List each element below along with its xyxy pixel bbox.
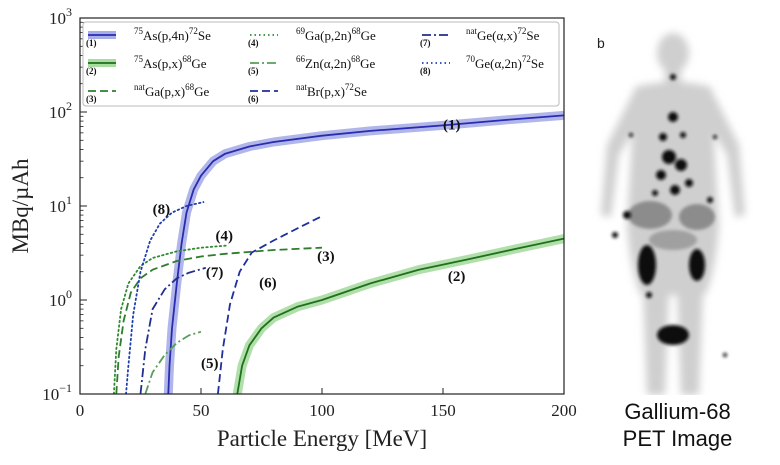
pet-image	[585, 25, 760, 395]
x-axis-label: Particle Energy [MeV]	[217, 426, 427, 451]
legend-number: (7)	[420, 38, 431, 48]
pet-caption-line-2: PET Image	[622, 426, 733, 451]
legend-number: (1)	[86, 38, 97, 48]
series-3-curve-label: (3)	[317, 249, 335, 265]
legend-number: (6)	[248, 94, 259, 104]
legend-label: 75As(p,x)68Ge	[134, 54, 207, 71]
legend-number: (5)	[248, 66, 259, 76]
series-7-line	[139, 266, 207, 394]
series-1-curve-label: (1)	[443, 118, 461, 134]
series-1-line	[167, 114, 564, 394]
x-tick-label: 0	[76, 401, 85, 420]
series-5-curve-label: (5)	[201, 356, 219, 372]
legend-entry-1: (1) 75As(p,4n)72Se	[86, 26, 211, 48]
series-2-curve-label: (2)	[448, 269, 466, 285]
legend-entry-4: (4) 69Ga(p,2n)68Ge	[248, 26, 376, 48]
legend-label: natGe(α,x)72Se	[466, 26, 540, 43]
legend-number: (3)	[86, 94, 97, 104]
legend-label: natBr(p,x)72Se	[296, 82, 367, 99]
legend-entry-3: (3) natGa(p,x)68Ge	[86, 82, 209, 104]
x-tick-label: 50	[193, 401, 210, 420]
x-tick-label: 100	[309, 401, 335, 420]
legend-entry-8: (8) 70Ge(α,2n)72Se	[420, 54, 544, 76]
series-2-line	[236, 237, 564, 394]
legend-entry-2: (2) 75As(p,x)68Ge	[86, 54, 207, 76]
x-tick-label: 200	[551, 401, 577, 420]
y-tick-label: 103	[49, 5, 72, 28]
series-4-line	[113, 244, 229, 394]
legend-label: 70Ge(α,2n)72Se	[466, 54, 544, 71]
y-tick-label: 10−1	[42, 381, 72, 404]
panel-letter: b	[597, 35, 605, 51]
series-3-line	[115, 246, 323, 394]
plot-frame	[79, 17, 565, 395]
legend-number: (4)	[248, 38, 259, 48]
legend-label: natGa(p,x)68Ge	[134, 82, 209, 99]
series-5-line	[144, 330, 202, 394]
x-tick-label: 150	[430, 401, 456, 420]
y-tick-label: 102	[49, 99, 72, 122]
series-7-curve-label: (7)	[206, 265, 224, 281]
legend-entry-7: (7) natGe(α,x)72Se	[420, 26, 540, 48]
pet-caption: Gallium-68 PET Image	[585, 398, 770, 452]
legend-entry-5: (5) 66Zn(α,2n)68Ge	[248, 54, 376, 76]
y-axis-label: MBq/µAh	[8, 158, 33, 254]
legend-label: 75As(p,4n)72Se	[134, 26, 211, 43]
series-6-curve-label: (6)	[259, 276, 277, 292]
y-tick-label: 100	[49, 287, 72, 310]
legend-label: 66Zn(α,2n)68Ge	[296, 54, 376, 71]
pet-caption-line-1: Gallium-68	[624, 399, 731, 424]
series-8-curve-label: (8)	[153, 202, 171, 218]
legend-box	[82, 21, 560, 107]
legend-number: (8)	[420, 66, 431, 76]
y-tick-label: 101	[49, 193, 72, 216]
legend-entry-6: (6) natBr(p,x)72Se	[248, 82, 367, 104]
series-8-line	[125, 201, 205, 394]
series-4-curve-label: (4)	[216, 228, 234, 244]
production-yield-chart: 0 50 100 150 200 10−1 100 101 102 103 (1) (2) (3) (4…	[8, 5, 577, 451]
series-6-line	[217, 215, 323, 394]
legend-label: 69Ga(p,2n)68Ge	[296, 26, 376, 43]
legend-number: (2)	[86, 66, 97, 76]
